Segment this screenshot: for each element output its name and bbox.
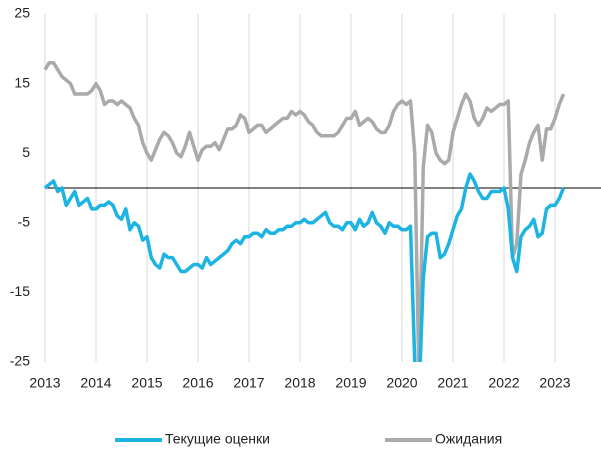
x-tick-label: 2014 xyxy=(80,375,111,391)
x-tick-label: 2020 xyxy=(386,375,417,391)
x-tick-label: 2023 xyxy=(539,375,570,391)
x-tick-label: 2015 xyxy=(131,375,162,391)
x-tick-label: 2017 xyxy=(233,375,264,391)
line-series xyxy=(43,60,566,362)
y-tick-label: 5 xyxy=(22,144,30,160)
line-series xyxy=(43,172,566,362)
x-tick-label: 2018 xyxy=(284,375,315,391)
legend-label: Текущие оценки xyxy=(165,431,270,447)
x-tick-label: 2013 xyxy=(29,375,60,391)
legend-label: Ожидания xyxy=(435,431,502,447)
y-tick-label: -25 xyxy=(10,353,30,369)
x-tick-label: 2022 xyxy=(488,375,519,391)
x-tick-label: 2016 xyxy=(182,375,213,391)
x-tick-label: 2019 xyxy=(335,375,366,391)
x-tick-label: 2021 xyxy=(437,375,468,391)
y-tick-label: -15 xyxy=(10,283,30,299)
y-tick-label: -5 xyxy=(18,214,31,230)
y-tick-label: 25 xyxy=(14,5,30,21)
y-tick-label: 15 xyxy=(14,74,30,90)
